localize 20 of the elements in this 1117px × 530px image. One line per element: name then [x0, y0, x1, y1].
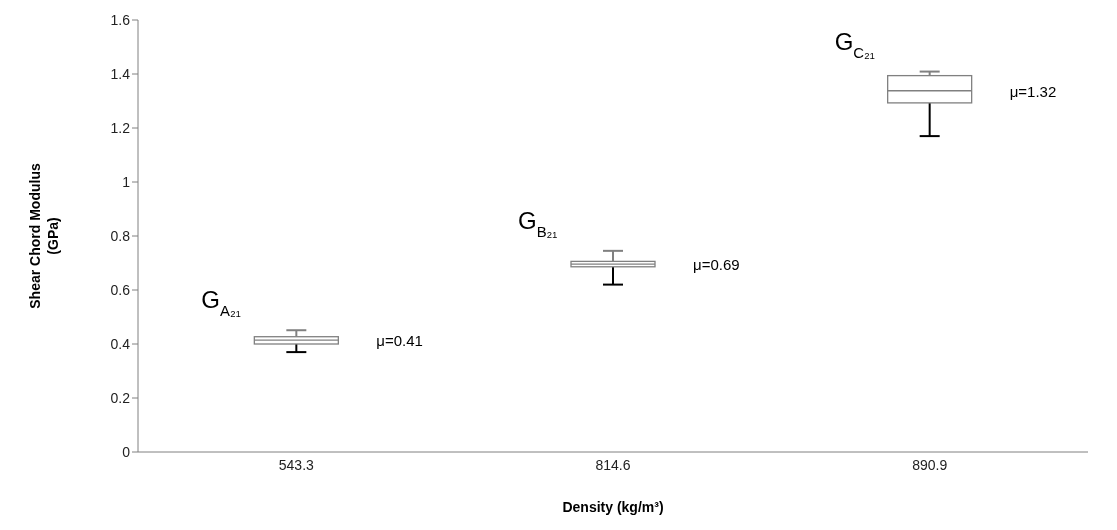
annotation: G$_{C₂₁}$: [834, 27, 875, 61]
y-tick-label: 1.4: [110, 65, 131, 82]
y-tick-label: 0.2: [110, 389, 131, 406]
y-tick-label: 0.4: [110, 335, 131, 352]
x-tick-label: 890.9: [912, 456, 948, 473]
annotation: G$_{A₂₁}$: [201, 286, 241, 320]
y-tick-label: 0.6: [110, 281, 131, 298]
y-tick-label: 0: [122, 443, 131, 460]
x-axis-title: Density (kg/m³): [562, 499, 664, 515]
y-tick-label: 0.8: [110, 227, 131, 244]
x-tick-label: 814.6: [595, 456, 631, 473]
annotation: μ=0.69: [693, 256, 740, 274]
y-axis-title: Shear Chord Modulus (GPa): [27, 163, 61, 309]
y-tick-label: 1.6: [110, 11, 131, 28]
annotation: μ=0.41: [376, 332, 423, 350]
x-tick-label: 543.3: [278, 456, 315, 473]
y-tick-label: 1: [122, 173, 131, 190]
annotation: G$_{B₂₁}$: [518, 206, 558, 240]
annotation: μ=1.32: [1009, 82, 1057, 100]
y-tick-label: 1.2: [110, 119, 131, 136]
